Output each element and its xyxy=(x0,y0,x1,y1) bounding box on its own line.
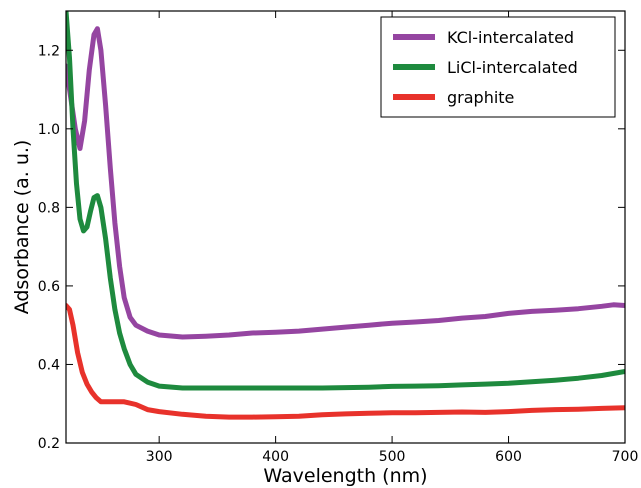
series-line-0 xyxy=(66,26,625,340)
legend-label-kcl: KCl-intercalated xyxy=(447,28,574,47)
x-tick-label: 700 xyxy=(612,449,639,465)
x-tick-label: 400 xyxy=(262,449,289,465)
y-tick-label: 0.4 xyxy=(38,357,60,373)
ticks-layer: 300 400 500 600 700 0.2 0.4 0.6 0.8 1.0 1.2 xyxy=(38,11,639,465)
y-tick-label: 0.8 xyxy=(38,200,60,216)
legend-label-licl: LiCl-intercalated xyxy=(447,58,578,77)
y-tick-label: 1.2 xyxy=(38,43,60,59)
legend-label-graphite: graphite xyxy=(447,88,514,107)
x-tick-label: 500 xyxy=(379,449,406,465)
y-tick-label: 1.0 xyxy=(38,122,60,138)
x-axis-label: Wavelength (nm) xyxy=(263,465,427,487)
series-layer xyxy=(66,11,625,420)
series-line-1 xyxy=(66,11,625,391)
series-line-2 xyxy=(66,303,625,420)
legend: KCl-intercalated LiCl-intercalated graph… xyxy=(380,16,616,118)
y-tick-label: 0.6 xyxy=(38,279,60,295)
plot-frame xyxy=(65,10,626,444)
y-axis-label: Adsorbance (a. u.) xyxy=(11,140,33,315)
y-tick-label: 0.2 xyxy=(38,436,60,452)
x-tick-label: 300 xyxy=(146,449,173,465)
x-tick-label: 600 xyxy=(495,449,522,465)
